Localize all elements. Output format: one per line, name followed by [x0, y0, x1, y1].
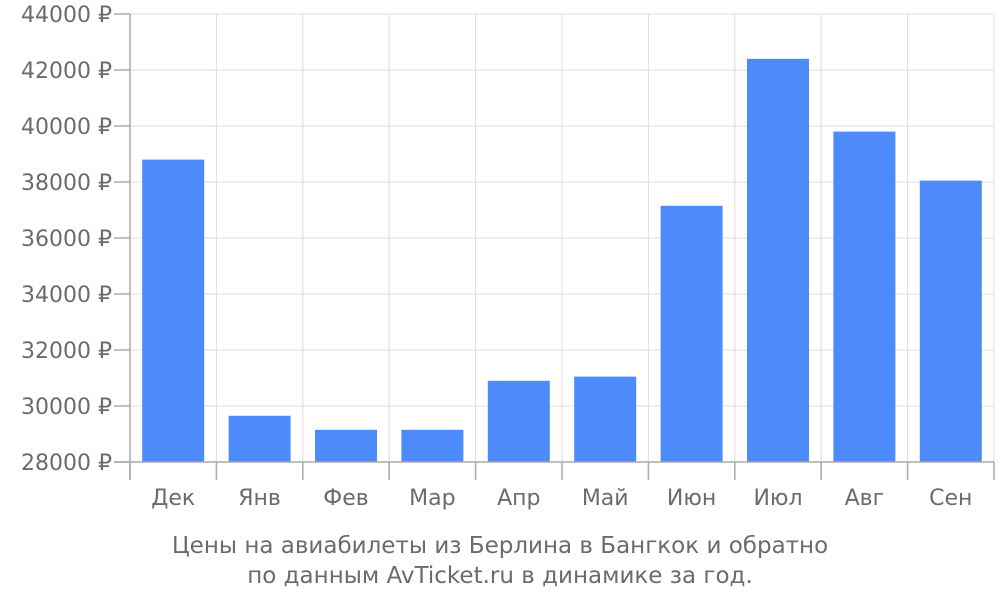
y-tick-label: 32000 ₽: [21, 339, 112, 364]
x-tick-label: Июн: [667, 486, 716, 511]
y-tick-label: 42000 ₽: [21, 59, 112, 84]
x-tick-labels: Дек Янв Фев Мар Апр Май Июн Июл Авг Сен: [151, 486, 972, 511]
y-tick-label: 28000 ₽: [21, 451, 112, 476]
chart-caption-line-1: Цены на авиабилеты из Берлина в Бангкок …: [171, 533, 829, 559]
chart-caption-line-2: по данным AvTicket.ru в динамике за год.: [247, 563, 753, 589]
x-tick-label: Мар: [409, 486, 455, 511]
bar-Апр: [487, 380, 550, 462]
bar-Авг: [833, 131, 896, 462]
x-tick-label: Янв: [238, 486, 281, 511]
grid-lines: [130, 13, 995, 463]
y-tick-label: 30000 ₽: [21, 395, 112, 420]
bar-Сен: [919, 180, 982, 462]
x-tick-label: Апр: [497, 486, 540, 511]
bar-Июн: [660, 205, 723, 463]
x-tick-label: Июл: [753, 486, 802, 511]
bars: [142, 58, 982, 463]
y-tick-label: 36000 ₽: [21, 227, 112, 252]
y-tick-label: 34000 ₽: [21, 283, 112, 308]
bar-Фев: [315, 429, 377, 462]
bar-Май: [574, 376, 637, 462]
y-tick-label: 38000 ₽: [21, 171, 112, 196]
x-tick-label: Май: [582, 486, 629, 511]
y-tick-label: 44000 ₽: [21, 3, 112, 28]
x-tick-label: Фев: [323, 486, 368, 511]
bar-Дек: [142, 159, 205, 462]
x-tick-label: Дек: [151, 486, 195, 511]
axes: [114, 13, 995, 480]
x-tick-label: Авг: [845, 486, 885, 511]
x-tick-label: Сен: [929, 486, 972, 511]
bar-Янв: [228, 415, 291, 462]
bar-Мар: [401, 429, 464, 462]
y-tick-labels: 28000 ₽ 30000 ₽ 32000 ₽ 34000 ₽ 36000 ₽ 38000…: [21, 3, 112, 476]
y-tick-label: 40000 ₽: [21, 115, 112, 140]
bar-Июл: [747, 58, 809, 463]
